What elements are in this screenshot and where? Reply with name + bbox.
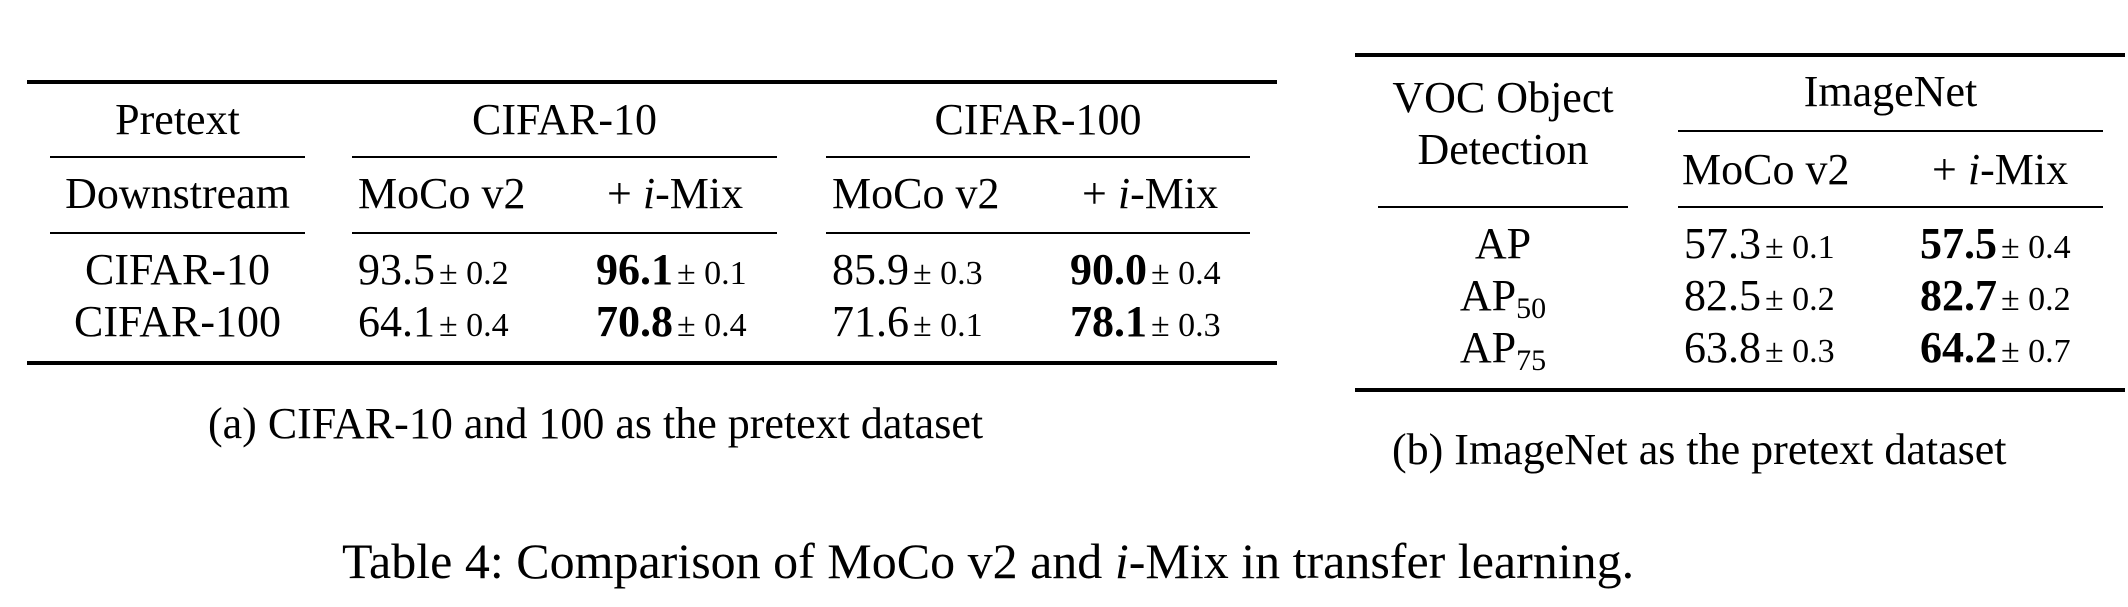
table-b-cell: 57.3 ± 0.1 xyxy=(1684,219,1835,268)
table-a-cmidrule-pretext xyxy=(50,156,305,158)
table-a-cell: 64.1 ± 0.4 xyxy=(358,297,509,346)
table-b-header-line2: Detection xyxy=(1417,125,1589,174)
table-a-group-cifar10: CIFAR-10 xyxy=(472,95,657,144)
table-a-col-moco-c10: MoCo v2 xyxy=(358,169,526,218)
table-b-col-moco: MoCo v2 xyxy=(1682,145,1850,194)
table-a-caption: (a) CIFAR-10 and 100 as the pretext data… xyxy=(208,399,984,448)
table-b-row-label: AP75 xyxy=(1459,323,1547,377)
table-b-caption: (b) ImageNet as the pretext dataset xyxy=(1392,425,2007,474)
table-b-midrule-left xyxy=(1378,206,1628,208)
table-b-cell: 63.8 ± 0.3 xyxy=(1684,323,1835,372)
table-b-row-label: AP xyxy=(1474,219,1532,268)
table-b-group-imagenet: ImageNet xyxy=(1803,67,1978,116)
table-a-cmidrule-cifar100 xyxy=(826,156,1250,158)
table-a-row-label: CIFAR-100 xyxy=(74,297,281,346)
table-a-group-cifar100: CIFAR-100 xyxy=(934,95,1142,144)
table-b-midrule-right xyxy=(1678,206,2103,208)
table-a-cell: 85.9 ± 0.3 xyxy=(832,245,983,294)
table-b-top-rule xyxy=(1355,53,2125,57)
table-b-cell: 57.5 ± 0.4 xyxy=(1920,219,2071,268)
table-a-bottom-rule xyxy=(27,361,1277,365)
table-a-top-rule xyxy=(27,80,1277,84)
table-a-midrule-cifar10 xyxy=(352,232,777,234)
table-a-cell: 90.0 ± 0.4 xyxy=(1070,245,1221,294)
table-b-cell: 82.5 ± 0.2 xyxy=(1684,271,1835,320)
table-a-cell: 70.8 ± 0.4 xyxy=(596,297,747,346)
table-a-cell: 71.6 ± 0.1 xyxy=(832,297,983,346)
table-b-cell: 82.7 ± 0.2 xyxy=(1920,271,2071,320)
table-a-col-imix-c10: + i-Mix xyxy=(607,169,744,218)
table-b-bottom-rule xyxy=(1355,388,2125,392)
table-caption: Table 4: Comparison of MoCo v2 and i-Mix… xyxy=(342,533,1635,589)
table-a-cmidrule-cifar10 xyxy=(352,156,777,158)
table-a-header-downstream: Downstream xyxy=(65,169,290,218)
table-a-header-pretext: Pretext xyxy=(115,95,240,144)
table-b-cell: 64.2 ± 0.7 xyxy=(1920,323,2071,372)
table-b-col-imix: + i-Mix xyxy=(1932,145,2069,194)
table-b-row-label: AP50 xyxy=(1459,271,1547,325)
table-b-cmidrule-imagenet xyxy=(1678,130,2103,132)
table-a-midrule-cifar100 xyxy=(826,232,1250,234)
table-a-midrule-left xyxy=(50,232,305,234)
table-a-cell: 93.5 ± 0.2 xyxy=(358,245,509,294)
table-a-col-moco-c100: MoCo v2 xyxy=(832,169,1000,218)
table-a-row-label: CIFAR-10 xyxy=(85,245,270,294)
table-a-cell: 96.1 ± 0.1 xyxy=(596,245,747,294)
table-a-cell: 78.1 ± 0.3 xyxy=(1070,297,1221,346)
table-a-col-imix-c100: + i-Mix xyxy=(1082,169,1219,218)
table-b-header-line1: VOC Object xyxy=(1392,73,1614,122)
